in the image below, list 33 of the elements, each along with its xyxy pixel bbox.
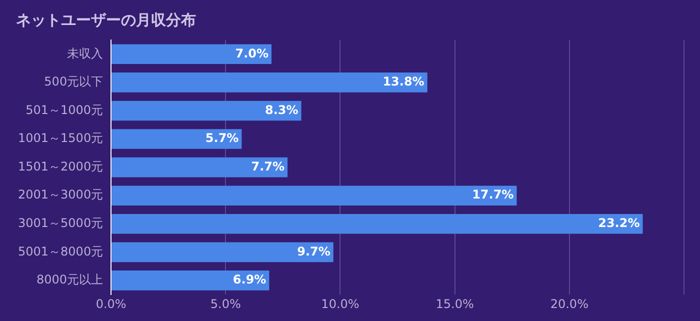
bar [112,157,288,178]
x-tick-label: 5.0% [210,296,241,311]
x-tick-label: 0.0% [96,296,126,311]
data-label: 8.3% [265,102,298,117]
chart-title: ネットユーザーの月収分布 [16,11,196,30]
y-tick-label: 1501～2000元 [18,159,104,174]
data-label: 7.7% [251,159,285,174]
data-label: 7.0% [235,46,268,60]
bar [112,270,270,290]
bar [112,242,334,262]
bar [112,129,242,149]
data-label: 6.9% [232,272,266,287]
bar [112,100,302,121]
y-tick-label: 8000元以上 [36,272,104,287]
data-label: 13.8% [382,74,424,89]
y-tick-label: 2001～3000元 [18,188,104,202]
bar [112,44,272,64]
y-tick-label: 未収入 [67,46,104,60]
x-tick-label: 15.0% [436,296,474,311]
y-tick-label: 3001～5000元 [18,216,104,230]
data-label: 17.7% [472,188,514,202]
x-tick-label: 10.0% [321,296,360,311]
y-tick-label: 5001～8000元 [18,244,104,258]
bar [112,186,517,206]
data-label: 9.7% [297,244,330,258]
y-tick-label: 501～1000元 [26,102,104,117]
data-label: 5.7% [205,131,239,146]
bar [112,72,428,92]
x-tick-label: 20.0% [550,296,588,311]
data-label: 23.2% [598,216,640,230]
y-tick-label: 500元以下 [44,74,104,89]
bar [112,214,643,234]
y-tick-label: 1001～1500元 [18,131,104,146]
